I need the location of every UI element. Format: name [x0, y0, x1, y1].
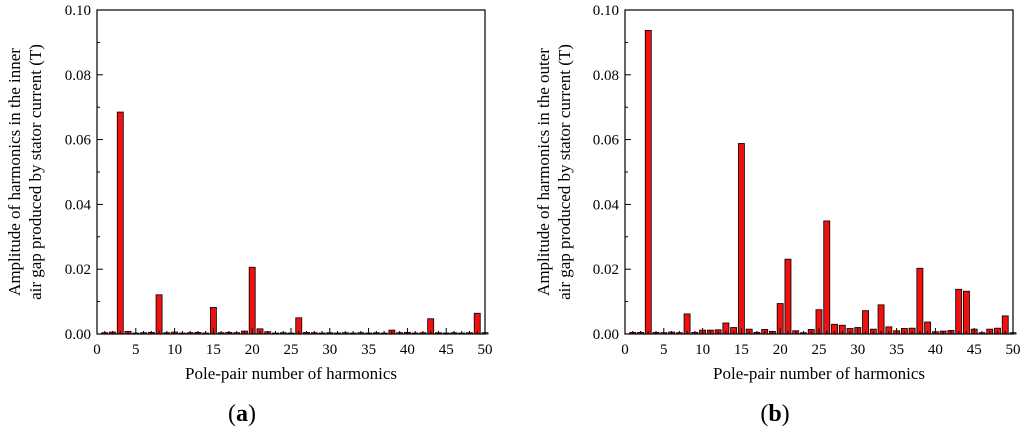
y-tick-label: 0.00	[65, 327, 91, 343]
x-tick-label: 30	[322, 342, 337, 358]
y-tick-label: 0.04	[65, 197, 92, 213]
x-tick-label: 10	[695, 342, 710, 358]
x-tick-label: 15	[206, 342, 221, 358]
bar-8	[155, 294, 163, 335]
chart-panel-b: 0 5 10 15 20 25 30 35 40 45 50 0.00 0.02 0.04 0.06 0.08…	[534, 3, 1021, 383]
y-tick-label: 0.08	[65, 68, 91, 84]
x-tick-label: 10	[167, 342, 182, 358]
y-tick-label: 0.06	[593, 133, 620, 149]
x-tick-label: 35	[889, 342, 904, 358]
x-axis-title: Pole-pair number of harmonics	[713, 364, 925, 383]
x-tick-label: 25	[812, 342, 827, 358]
bar-43	[955, 288, 963, 335]
x-tick-label: 45	[439, 342, 454, 358]
x-tick-label: 40	[400, 342, 415, 358]
x-tick-label: 20	[245, 342, 260, 358]
x-axis-title: Pole-pair number of harmonics	[185, 364, 397, 383]
bar-8	[683, 313, 691, 335]
bar-38	[916, 267, 924, 335]
x-tick-label: 15	[734, 342, 749, 358]
bar-49	[473, 312, 481, 335]
y-axis-title-line-2: air gap produced by stator current (T)	[26, 44, 45, 300]
panel-label-b: (b)	[760, 401, 789, 427]
y-tick-label: 0.04	[593, 197, 620, 213]
x-tick-label: 5	[660, 342, 668, 358]
y-axis-title-line-2: air gap produced by stator current (T)	[555, 44, 574, 300]
plot-frame	[624, 9, 1014, 335]
x-tick-label: 25	[284, 342, 299, 358]
x-tick-label: 0	[621, 342, 629, 358]
x-tick-label: 50	[478, 342, 493, 358]
y-tick-label: 0.00	[593, 327, 619, 343]
y-tick-label: 0.02	[65, 262, 91, 278]
y-tick-label: 0.08	[593, 68, 619, 84]
x-tick-label: 0	[93, 342, 101, 358]
y-tick-label: 0.10	[65, 3, 91, 19]
bar-33	[877, 304, 885, 335]
panel-label-a: (a)	[228, 401, 256, 427]
chart-panel-a: 0 5 10 15 20 25 30 35 40 45 50 0.00 0.02 0.04 0.06 0.08…	[5, 3, 493, 383]
x-tick-label: 20	[773, 342, 788, 358]
y-tick-label: 0.06	[65, 133, 92, 149]
y-axis-title-line-1: Amplitude of harmonics in the inner	[5, 48, 24, 296]
y-tick-label: 0.10	[593, 3, 619, 19]
x-tick-label: 35	[361, 342, 376, 358]
y-axis-title-line-1: Amplitude of harmonics in the outer	[534, 48, 553, 296]
y-tick-label: 0.02	[593, 262, 619, 278]
bar-3	[116, 111, 124, 335]
bar-20	[248, 266, 256, 335]
x-tick-label: 5	[132, 342, 140, 358]
bar-26	[823, 220, 831, 335]
bar-15	[737, 143, 745, 335]
bar-3	[644, 30, 652, 335]
bar-21	[784, 258, 792, 335]
x-tick-label: 30	[850, 342, 865, 358]
x-tick-label: 40	[928, 342, 943, 358]
x-tick-label: 45	[967, 342, 982, 358]
bar-44	[963, 290, 970, 335]
plot-frame	[96, 9, 486, 335]
x-tick-label: 50	[1006, 342, 1021, 358]
bar-31	[862, 310, 869, 335]
